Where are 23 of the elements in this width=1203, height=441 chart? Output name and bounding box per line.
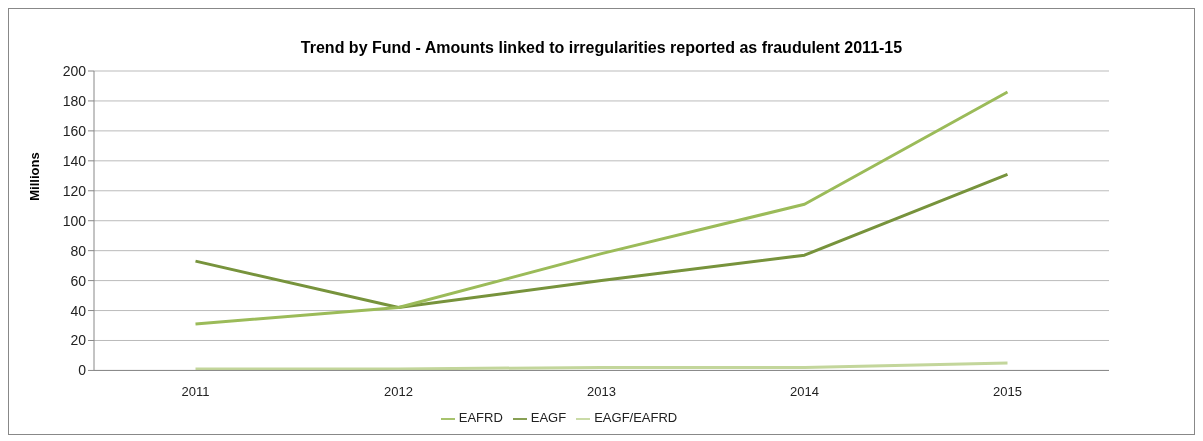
chart-title: Trend by Fund - Amounts linked to irregularities reported as fraudulent 2011-15 xyxy=(299,38,904,58)
y-tick-label: 180 xyxy=(62,92,87,109)
y-axis-title: Millions xyxy=(26,152,42,201)
legend-label: EAGF xyxy=(530,410,567,426)
x-tick-label: 2011 xyxy=(181,383,210,399)
y-tick-label: 40 xyxy=(70,302,87,319)
y-tick-label: 60 xyxy=(70,272,87,289)
y-tick-label: 160 xyxy=(62,122,87,139)
legend-label: EAFRD xyxy=(458,410,503,426)
y-tick-label: 100 xyxy=(62,212,87,229)
x-tick-label: 2013 xyxy=(587,383,616,399)
y-tick-label: 80 xyxy=(70,242,87,259)
y-tick-label: 140 xyxy=(62,152,87,169)
x-tick-label: 2012 xyxy=(384,383,413,399)
x-tick-label: 2015 xyxy=(993,383,1022,399)
y-tick-label: 20 xyxy=(70,332,87,349)
x-tick-label: 2014 xyxy=(790,383,819,399)
y-tick-label: 200 xyxy=(62,62,87,79)
y-tick-label: 0 xyxy=(78,362,87,379)
line-series xyxy=(194,90,1009,326)
line-series xyxy=(194,172,1009,310)
y-tick-label: 120 xyxy=(62,182,87,199)
legend-label: EAGF/EAFRD xyxy=(594,410,678,426)
